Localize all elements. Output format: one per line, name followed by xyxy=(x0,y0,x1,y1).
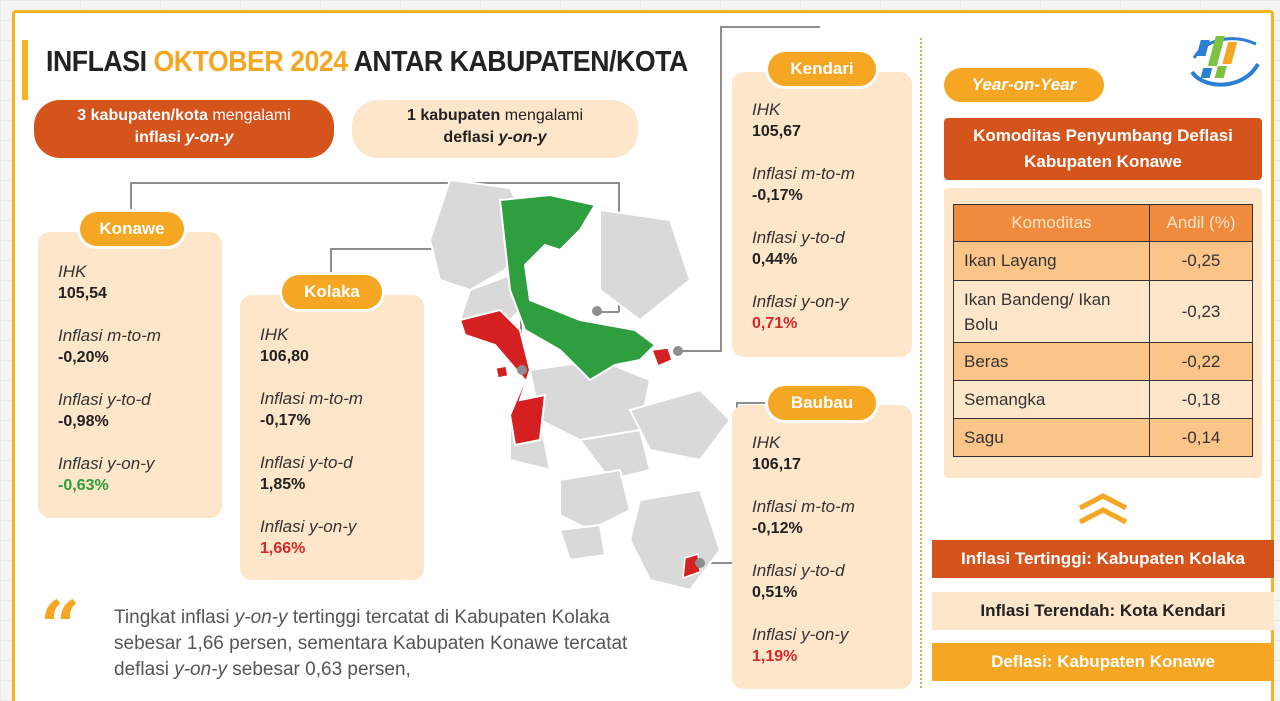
card-kendari: IHK 105,67 Inflasi m-to-m -0,17% Inflasi y… xyxy=(732,72,912,357)
map-region-gray-east xyxy=(599,208,692,322)
quote-icon: “ xyxy=(40,585,81,668)
table-header-komoditas: Komoditas xyxy=(953,204,1150,242)
komoditas-table: Komoditas Andil (%) Ikan Layang -0,25 Ik… xyxy=(953,204,1253,457)
double-chevron-up-icon xyxy=(1078,493,1128,525)
map-region-gray-buton xyxy=(628,488,722,592)
table-row: Beras -0,22 xyxy=(953,342,1253,381)
yoy-label: Year-on-Year xyxy=(944,68,1104,102)
map-region-kolaka xyxy=(458,308,547,447)
deflasi-bar: Deflasi: Kabupaten Konawe xyxy=(932,643,1274,681)
connector-konawe xyxy=(130,182,620,210)
inflasi-terendah-bar: Inflasi Terendah: Kota Kendari xyxy=(932,592,1274,630)
komoditas-heading: Komoditas Penyumbang Deflasi Kabupaten K… xyxy=(944,118,1262,180)
connector-kendari-end xyxy=(678,350,722,352)
connector-kolaka xyxy=(330,248,522,272)
map-region-baubau xyxy=(682,553,701,580)
panel-separator xyxy=(920,38,922,688)
tag-konawe: Konawe xyxy=(80,212,184,246)
tag-kendari: Kendari xyxy=(768,52,876,86)
connector-kendari xyxy=(720,26,820,352)
map-marker-kendari xyxy=(673,346,683,356)
summary-quote: Tingkat inflasi y-on-y tertinggi tercata… xyxy=(114,607,628,680)
connector-konawe-end xyxy=(597,311,619,313)
map-marker-baubau xyxy=(695,558,705,568)
inflasi-summary-pill: 3 kabupaten/kota mengalami inflasi y-on-… xyxy=(34,100,334,158)
map-marker-kolaka xyxy=(517,365,527,375)
table-row: Sagu -0,14 xyxy=(953,418,1253,457)
card-konawe: IHK 105,54 Inflasi m-to-m -0,20% Inflasi y… xyxy=(38,232,222,518)
table-row: Ikan Bandeng/ Ikan Bolu -0,23 xyxy=(953,280,1253,343)
connector-baubau-end xyxy=(700,562,738,564)
bps-logo-icon xyxy=(1190,36,1260,87)
map-region-konawe xyxy=(498,193,657,382)
page-title: INFLASI OKTOBER 2024 ANTAR KABUPATEN/KOT… xyxy=(46,46,688,78)
map-region-kendari xyxy=(650,347,673,367)
map-marker-konawe xyxy=(592,306,602,316)
inflasi-tertinggi-bar: Inflasi Tertinggi: Kabupaten Kolaka xyxy=(932,540,1274,578)
map-region-gray-southeast xyxy=(628,388,732,462)
map-region-gray-south xyxy=(559,468,632,532)
map-region-kolaka-island xyxy=(495,365,509,379)
title-highlight: OKTOBER 2024 xyxy=(153,46,348,78)
southeast-sulawesi-map xyxy=(428,178,732,592)
tag-baubau: Baubau xyxy=(768,386,876,420)
table-row: Semangka -0,18 xyxy=(953,380,1253,419)
card-baubau: IHK 106,17 Inflasi m-to-m -0,12% Inflasi y… xyxy=(732,405,912,689)
tag-kolaka: Kolaka xyxy=(282,275,382,309)
table-row: Ikan Layang -0,25 xyxy=(953,241,1253,281)
map-region-gray-muna xyxy=(558,523,607,562)
title-accent-bar xyxy=(22,40,28,100)
map-region-gray-center-south xyxy=(578,428,652,482)
deflasi-summary-pill: 1 kabupaten mengalami deflasi y-on-y xyxy=(352,100,638,158)
card-kolaka: IHK 106,80 Inflasi m-to-m -0,17% Inflasi y… xyxy=(240,295,424,580)
table-header-andil: Andil (%) xyxy=(1149,204,1253,242)
